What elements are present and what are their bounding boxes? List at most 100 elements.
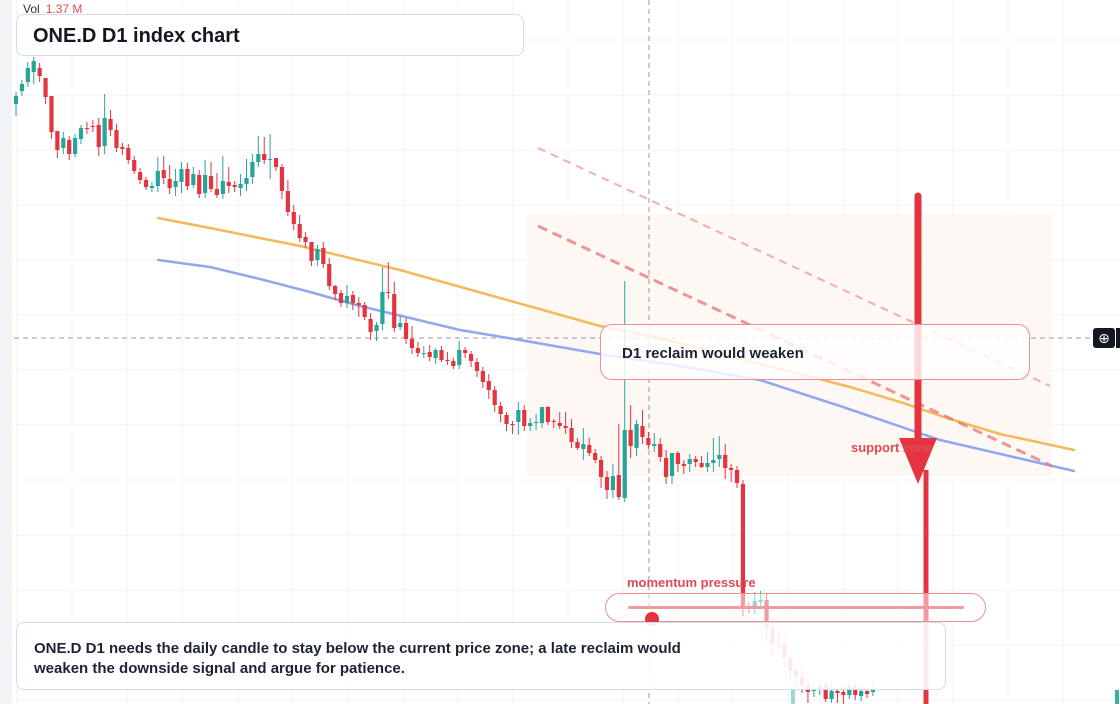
candle — [811, 690, 816, 691]
candle — [143, 180, 149, 187]
crosshair-price-tag — [1116, 328, 1120, 348]
candle — [238, 184, 243, 188]
candle — [126, 148, 131, 160]
candle — [669, 453, 675, 476]
volume-readout: Vol 1.37 M — [23, 2, 82, 16]
candle — [468, 354, 474, 361]
candle — [321, 248, 326, 264]
candle — [161, 170, 166, 178]
candle — [705, 463, 710, 467]
candle — [717, 455, 722, 459]
candle — [451, 361, 456, 366]
candle — [864, 691, 870, 694]
candle — [409, 339, 415, 348]
candle — [37, 68, 42, 76]
candle — [563, 426, 568, 428]
reclaim-callout-text: D1 reclaim would weaken — [622, 345, 804, 362]
candle — [734, 470, 740, 483]
candle — [539, 407, 545, 423]
support-zone-label: support zone — [851, 440, 933, 455]
volume-label: Vol — [23, 2, 40, 16]
candle — [149, 186, 155, 188]
candle — [19, 84, 25, 91]
candle — [551, 421, 556, 422]
candle — [96, 125, 101, 147]
channel-upper-line — [537, 147, 1051, 387]
candle — [504, 415, 509, 424]
candle — [138, 172, 143, 180]
candle — [285, 191, 290, 212]
candle — [723, 455, 728, 468]
candle — [380, 292, 385, 324]
candle — [132, 160, 137, 171]
candle — [616, 475, 621, 497]
candle — [463, 350, 468, 353]
left-axis-strip — [0, 0, 12, 704]
candle — [480, 371, 485, 382]
candle — [386, 292, 391, 293]
candle — [102, 118, 107, 146]
candle — [687, 459, 692, 464]
candle — [25, 68, 30, 82]
candle — [208, 176, 214, 189]
candle — [244, 178, 249, 184]
candle — [498, 406, 503, 414]
candle — [646, 438, 651, 445]
plus-circle-icon[interactable]: ⊕ — [1093, 328, 1115, 348]
candle — [575, 442, 580, 448]
candle — [474, 362, 480, 371]
candle — [179, 169, 184, 182]
candle — [273, 158, 279, 167]
candle — [823, 684, 828, 699]
candle — [13, 96, 19, 104]
candle — [634, 424, 639, 448]
candle — [309, 242, 314, 261]
candle — [545, 407, 550, 422]
candle — [303, 237, 308, 242]
candle — [31, 61, 36, 72]
candle — [84, 128, 90, 129]
candle — [279, 167, 285, 191]
channel-lower-line — [537, 224, 1053, 468]
momentum-label: momentum pressure — [627, 575, 756, 590]
candle — [214, 189, 220, 195]
candle — [486, 381, 491, 390]
candle — [333, 286, 338, 294]
candle — [557, 423, 562, 426]
candle — [356, 303, 361, 305]
candle — [740, 484, 746, 608]
candle — [835, 691, 840, 693]
candle — [847, 685, 852, 695]
candle — [427, 352, 432, 357]
candle — [49, 96, 54, 132]
candle — [297, 224, 302, 238]
candle — [203, 175, 208, 193]
candle — [256, 154, 261, 162]
candle — [628, 430, 633, 446]
candle — [433, 350, 438, 358]
candle — [108, 119, 113, 130]
candle — [344, 296, 350, 303]
candle — [262, 154, 267, 160]
candle — [173, 181, 178, 187]
candle — [220, 181, 225, 194]
candle — [43, 78, 48, 97]
candle — [268, 159, 273, 160]
chart-title: ONE.D D1 index chart — [33, 25, 240, 47]
candle — [664, 458, 669, 477]
candle — [693, 459, 698, 462]
candle — [226, 182, 231, 186]
candle — [368, 319, 373, 332]
momentum-slider[interactable] — [605, 593, 986, 626]
candle — [191, 174, 196, 185]
candle — [250, 162, 255, 177]
candle — [167, 179, 172, 188]
candle — [67, 140, 72, 154]
candle — [598, 460, 604, 477]
candle — [510, 424, 515, 425]
candle — [859, 691, 864, 696]
candle — [640, 426, 645, 437]
candle — [392, 294, 397, 328]
candle — [569, 428, 574, 442]
candle — [610, 476, 616, 490]
